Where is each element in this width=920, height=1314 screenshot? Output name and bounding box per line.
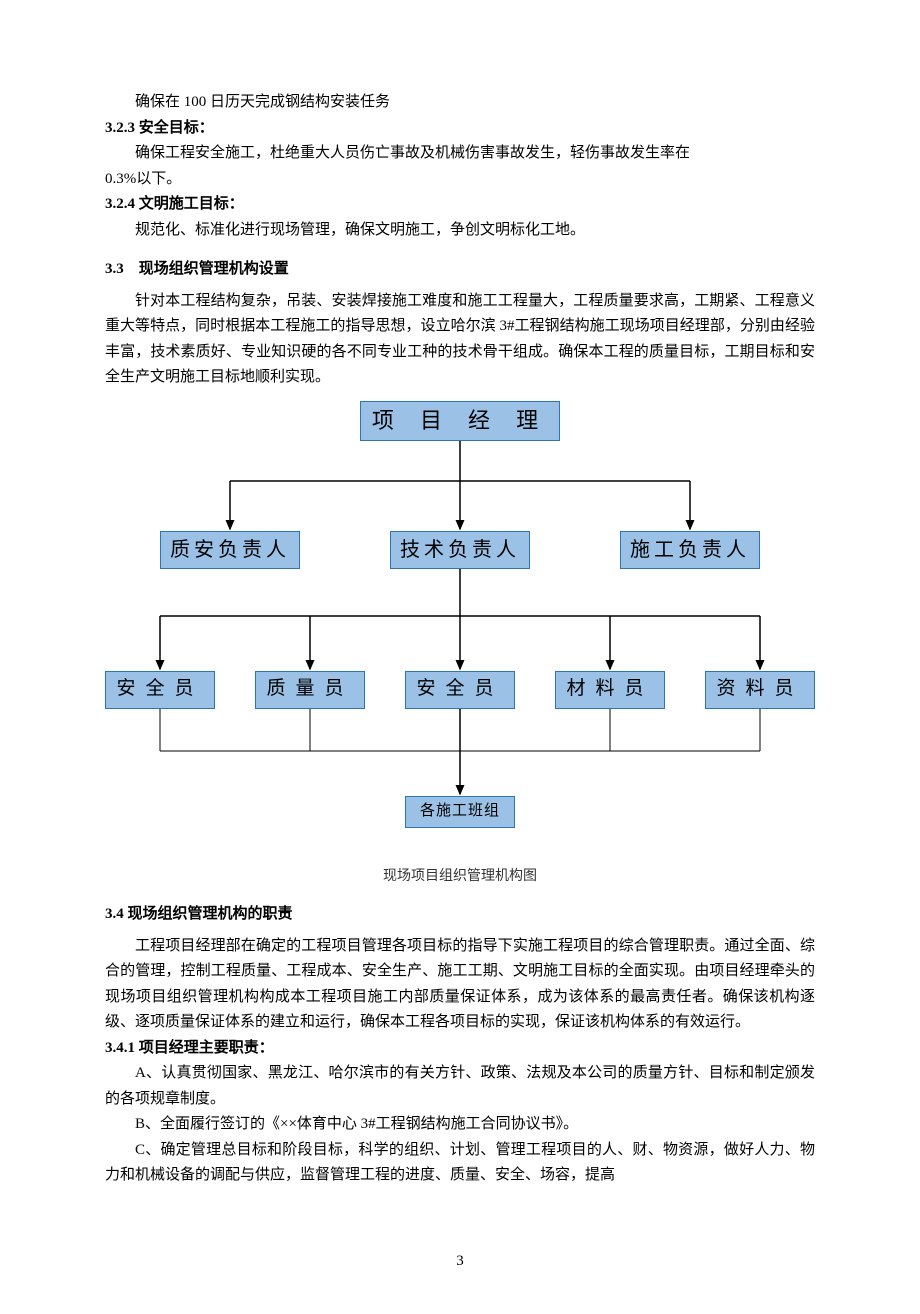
node-document-officer: 资料员	[705, 671, 815, 709]
node-safety-officer-1: 安全员	[105, 671, 215, 709]
para-33: 针对本工程结构复杂，吊装、安装焊接施工难度和施工工程量大，工程质量要求高，工期紧…	[105, 289, 815, 391]
node-work-teams: 各施工班组	[405, 796, 515, 828]
heading-323: 3.2.3 安全目标：	[105, 116, 815, 142]
heading-324: 3.2.4 文明施工目标：	[105, 192, 815, 218]
para-341a: A、认真贯彻国家、黑龙江、哈尔滨市的有关方针、政策、法规及本公司的质量方针、目标…	[105, 1061, 815, 1112]
para-34: 工程项目经理部在确定的工程项目管理各项目标的指导下实施工程项目的综合管理职责。通…	[105, 934, 815, 1036]
para-323b: 0.3%以下。	[105, 167, 815, 193]
node-construction-head: 施工负责人	[620, 531, 760, 569]
node-technical-head: 技术负责人	[390, 531, 530, 569]
para-schedule: 确保在 100 日历天完成钢结构安装任务	[105, 90, 815, 116]
page: 确保在 100 日历天完成钢结构安装任务 3.2.3 安全目标： 确保工程安全施…	[0, 0, 920, 1314]
node-quality-safety-head: 质安负责人	[160, 531, 300, 569]
diagram-caption: 现场项目组织管理机构图	[105, 865, 815, 889]
heading-33: 3.3 现场组织管理机构设置	[105, 257, 815, 283]
node-project-manager: 项 目 经 理	[360, 401, 560, 441]
node-material-officer: 材料员	[555, 671, 665, 709]
node-safety-officer-2: 安全员	[405, 671, 515, 709]
para-341b: B、全面履行签订的《××体育中心 3#工程钢结构施工合同协议书》。	[105, 1112, 815, 1138]
para-323a: 确保工程安全施工，杜绝重大人员伤亡事故及机械伤害事故发生，轻伤事故发生率在	[105, 141, 815, 167]
org-chart-lines	[105, 401, 815, 861]
page-number: 3	[105, 1249, 815, 1275]
heading-34: 3.4 现场组织管理机构的职责	[105, 902, 815, 928]
para-324: 规范化、标准化进行现场管理，确保文明施工，争创文明标化工地。	[105, 218, 815, 244]
node-quality-officer: 质量员	[255, 671, 365, 709]
para-341c: C、确定管理总目标和阶段目标，科学的组织、计划、管理工程项目的人、财、物资源，做…	[105, 1138, 815, 1189]
heading-341: 3.4.1 项目经理主要职责：	[105, 1036, 815, 1062]
org-chart: 项 目 经 理 质安负责人 技术负责人 施工负责人 安全员 质量员 安全员 材料…	[105, 401, 815, 861]
